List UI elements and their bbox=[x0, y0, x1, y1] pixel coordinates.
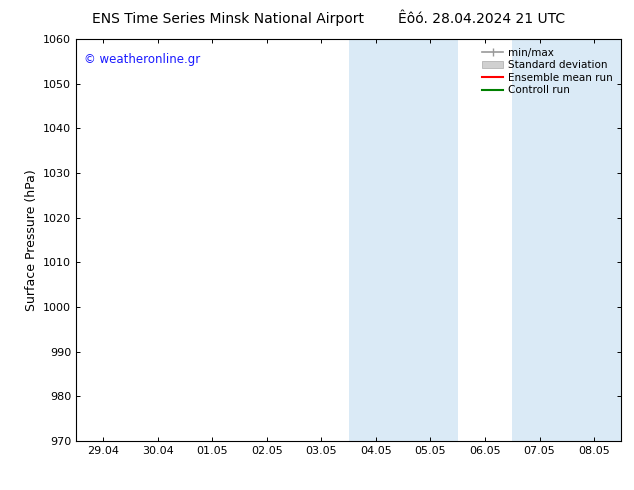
Text: Êôó. 28.04.2024 21 UTC: Êôó. 28.04.2024 21 UTC bbox=[398, 12, 566, 26]
Bar bbox=[349, 39, 458, 441]
Y-axis label: Surface Pressure (hPa): Surface Pressure (hPa) bbox=[25, 169, 37, 311]
Bar bbox=[512, 39, 621, 441]
Text: ENS Time Series Minsk National Airport: ENS Time Series Minsk National Airport bbox=[92, 12, 365, 26]
Legend: min/max, Standard deviation, Ensemble mean run, Controll run: min/max, Standard deviation, Ensemble me… bbox=[479, 45, 616, 98]
Text: © weatheronline.gr: © weatheronline.gr bbox=[84, 53, 200, 66]
